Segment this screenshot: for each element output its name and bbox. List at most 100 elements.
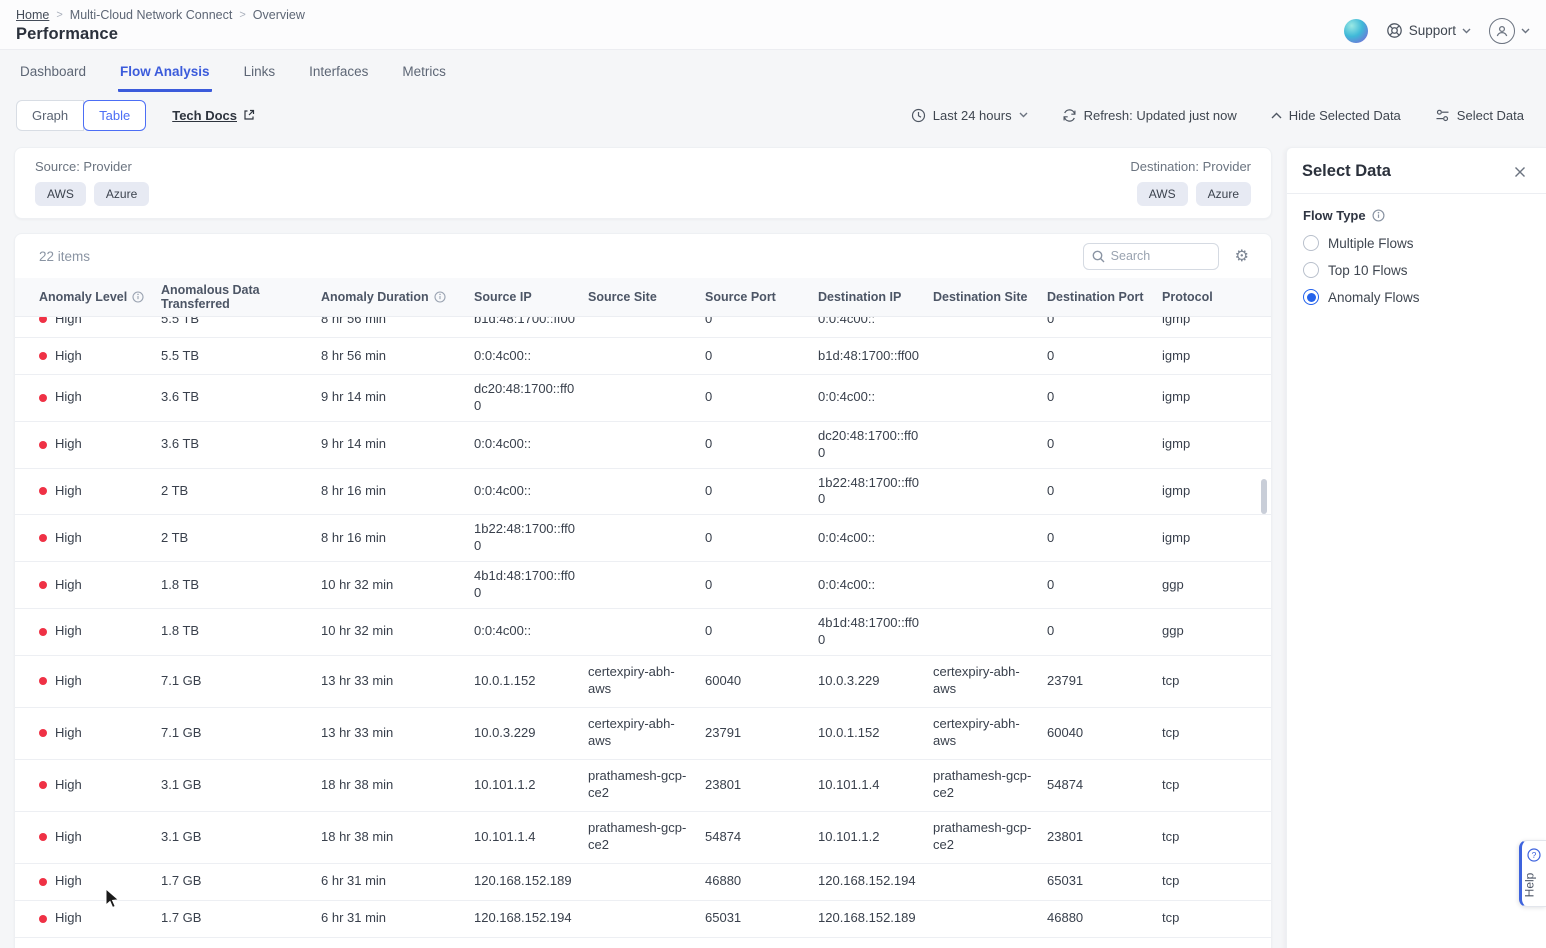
cell-data: 3.1 GB — [161, 776, 202, 792]
radio-anomaly-flows[interactable]: Anomaly Flows — [1303, 289, 1530, 305]
anomaly-dot-icon — [39, 393, 47, 402]
cell-dst-site — [933, 913, 1047, 925]
cell-src-site — [588, 876, 705, 888]
column-header: Anomalous Data Transferred — [161, 283, 260, 311]
time-range-selector[interactable]: Last 24 hours — [911, 108, 1028, 123]
cell-protocol: tcp — [1162, 724, 1180, 740]
support-menu[interactable]: Support — [1386, 22, 1471, 39]
destination-chip-aws[interactable]: AWS — [1136, 182, 1188, 206]
cell-dst-ip: dc20:48:1700::ff00 — [818, 427, 919, 460]
cell-src-port: 51804 — [705, 941, 818, 948]
column-header: Anomaly Duration — [321, 285, 474, 309]
breadcrumb-home-link[interactable]: Home — [16, 8, 50, 22]
tab-dashboard[interactable]: Dashboard — [20, 64, 87, 79]
tech-docs-link[interactable]: Tech Docs — [172, 108, 255, 123]
help-tab[interactable]: ? Help — [1519, 840, 1546, 907]
cell-dst-site: certexpiry-abh-aws — [933, 664, 1020, 697]
radio-multiple-flows[interactable]: Multiple Flows — [1303, 235, 1530, 251]
tab-flow-analysis[interactable]: Flow Analysis — [118, 56, 212, 92]
help-label: Help — [1522, 872, 1537, 898]
cell-dst-port: 0 — [1047, 317, 1055, 326]
table-row: High 1.7 GB 6 hr 31 min 120.168.152.194 6503… — [15, 901, 1271, 938]
anomaly-dot-icon — [39, 833, 47, 842]
table-view-button[interactable]: Table — [83, 99, 147, 131]
cell-protocol: tcp — [1162, 828, 1180, 844]
support-label: Support — [1408, 23, 1456, 38]
info-icon[interactable] — [1372, 209, 1385, 222]
cell-dst-site — [933, 485, 1047, 497]
cell-src-port: 23801 — [705, 776, 742, 792]
cell-src-ip: 4b1d:48:1700::ff00 — [474, 568, 575, 601]
cell-dst-port: 0 — [1047, 576, 1055, 592]
anomaly-dot-icon — [39, 317, 47, 323]
cell-src-port: 0 — [705, 436, 713, 452]
cell-duration: 8 hr 16 min — [321, 529, 387, 545]
cell-duration: 13 hr 33 min — [321, 672, 394, 688]
cell-anomaly-level: High — [39, 430, 161, 459]
select-data-button[interactable]: Select Data — [1435, 108, 1524, 123]
column-header: Destination Port — [1047, 290, 1144, 304]
cell-dst-site — [933, 317, 1047, 325]
radio-top-10-flows[interactable]: Top 10 Flows — [1303, 262, 1530, 278]
cell-src-site — [588, 626, 705, 638]
cell-duration: 11 hr 37 min — [321, 941, 474, 948]
cell-dst-port: 0 — [1047, 389, 1055, 405]
cell-src-site — [588, 532, 705, 544]
chevron-up-icon — [1271, 112, 1282, 119]
cell-src-site: certexpiry-abh-aws — [588, 664, 675, 697]
cell-src-port: 0 — [705, 483, 713, 498]
cell-data: 7.1 GB — [161, 672, 202, 688]
cell-duration: 8 hr 56 min — [321, 347, 387, 363]
anomaly-dot-icon — [39, 877, 47, 886]
cell-data: 1.7 GB — [161, 910, 202, 926]
cell-src-port: 0 — [705, 389, 713, 405]
cell-src-ip: 120.168.152.189 — [474, 873, 572, 889]
cell-dst-port: 54874 — [1047, 776, 1084, 792]
close-icon[interactable] — [1510, 164, 1530, 180]
avatar-icon — [1489, 17, 1515, 44]
cell-anomaly-level: High — [39, 383, 161, 412]
cell-dst-site — [933, 532, 1047, 544]
info-icon[interactable] — [132, 291, 144, 303]
source-chip-azure[interactable]: Azure — [93, 182, 150, 206]
cell-dst-site: prathamesh-gcp-ce2 — [933, 820, 1032, 853]
cell-duration: 10 hr 32 min — [321, 623, 394, 639]
source-chip-aws[interactable]: AWS — [35, 182, 86, 206]
cell-src-site: prathamesh-gcp-ce2 — [588, 768, 687, 801]
cell-dst-ip: 4b1d:48:1700::ff00 — [818, 614, 919, 647]
cell-src-ip: 0:0:4c00:: — [474, 436, 532, 452]
column-header: Destination IP — [818, 290, 902, 304]
breadcrumb-item[interactable]: Overview — [252, 8, 305, 22]
cell-data: 3.1 GB — [161, 828, 202, 844]
scrollbar-thumb[interactable] — [1261, 479, 1267, 514]
search-input[interactable] — [1110, 249, 1210, 263]
cell-duration: 18 hr 38 min — [321, 776, 394, 792]
tab-links[interactable]: Links — [243, 64, 276, 79]
info-icon[interactable] — [434, 291, 446, 303]
breadcrumb-item[interactable]: Multi-Cloud Network Connect — [69, 8, 233, 22]
cell-data: 1.7 GB — [161, 873, 202, 889]
items-count: 22 items — [39, 248, 91, 264]
hide-selected-data-button[interactable]: Hide Selected Data — [1271, 108, 1401, 123]
cell-duration: 6 hr 31 min — [321, 873, 387, 889]
cell-data: 682 MB — [161, 941, 321, 948]
chevron-down-icon — [1462, 28, 1471, 34]
user-menu[interactable] — [1489, 17, 1530, 44]
destination-chip-azure[interactable]: Azure — [1195, 182, 1251, 206]
cell-src-ip: 0:0:4c00:: — [474, 347, 532, 363]
cell-anomaly-level: High — [39, 823, 161, 852]
table-settings-gear-icon[interactable]: ⚙ — [1234, 246, 1249, 265]
cell-dst-ip: 120.168.152.194 — [818, 873, 916, 889]
tab-interfaces[interactable]: Interfaces — [309, 64, 369, 79]
tab-metrics[interactable]: Metrics — [402, 64, 446, 79]
table-row: High 3.6 TB 9 hr 14 min 0:0:4c00:: 0 dc20:48:… — [15, 422, 1271, 469]
cell-src-port: 54874 — [705, 828, 742, 844]
refresh-button[interactable]: Refresh: Updated just now — [1062, 108, 1237, 123]
support-icon — [1386, 22, 1403, 39]
graph-view-button[interactable]: Graph — [16, 99, 85, 131]
cell-duration: 9 hr 14 min — [321, 389, 387, 405]
cell-dst-site: prathamesh-gcp-ce2 — [933, 768, 1032, 801]
cell-protocol: tcp — [1162, 941, 1247, 948]
cell-dst-port: 23791 — [1047, 672, 1084, 688]
